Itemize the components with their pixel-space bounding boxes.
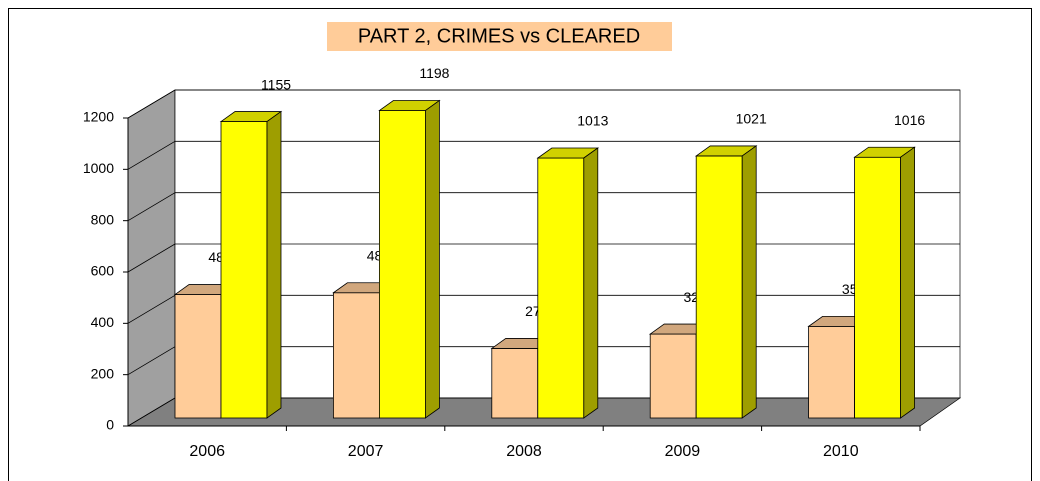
bar-front (491, 348, 539, 419)
bar-front (695, 155, 743, 419)
bar-front (332, 292, 380, 419)
bar (378, 99, 441, 419)
bar-side (741, 145, 757, 419)
grid-line (127, 89, 176, 119)
bar (853, 146, 916, 419)
x-tick-label: 2010 (823, 443, 859, 460)
bar-front (378, 110, 426, 419)
x-tick-label: 2009 (665, 443, 701, 460)
grid-line (127, 294, 176, 324)
y-tick-label: 1200 (83, 109, 114, 125)
y-tick-label: 400 (91, 314, 115, 330)
bar (694, 145, 758, 419)
y-tick-label: 1000 (83, 160, 114, 176)
grid-line (127, 192, 176, 222)
chart-title: PART 2, CRIMES vs CLEARED (358, 25, 640, 47)
bar-side (900, 146, 915, 419)
value-label: 1013 (577, 113, 608, 129)
y-tick-label: 0 (106, 417, 114, 433)
grid-line (127, 140, 176, 170)
value-label: 1021 (736, 111, 767, 127)
bar (536, 147, 600, 419)
x-tick-label: 2008 (506, 443, 542, 460)
bar (219, 110, 283, 419)
value-label: 1155 (261, 76, 291, 92)
bar-side (266, 110, 282, 419)
title-box (327, 22, 672, 51)
x-tick-label: 2007 (348, 443, 384, 460)
x-tick-label: 2006 (189, 443, 225, 460)
y-tick-label: 800 (91, 211, 115, 227)
value-label: 1198 (419, 65, 449, 81)
bar-side (583, 147, 599, 419)
y-tick-label: 200 (91, 365, 115, 381)
bar-front (220, 121, 268, 419)
bar-side (424, 99, 440, 419)
bar-front (649, 333, 697, 419)
bar-front (808, 325, 855, 419)
grid-line (127, 243, 176, 273)
bar-front (537, 157, 585, 419)
bar-front (854, 156, 901, 419)
value-label: 1016 (894, 112, 925, 128)
grid-line (127, 397, 176, 427)
bar-front (174, 294, 222, 419)
grid-line (127, 346, 176, 376)
y-tick-label: 600 (91, 263, 115, 279)
